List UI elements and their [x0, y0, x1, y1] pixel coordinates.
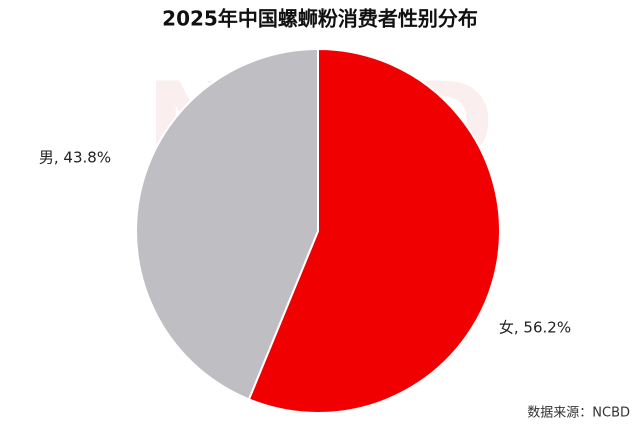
data-label: 女, 56.2% [499, 319, 571, 337]
source: 数据来源：NCBD [527, 406, 630, 421]
pie [135, 47, 501, 414]
data-label: 男, 43.8% [39, 149, 111, 167]
pie-slice [135, 47, 319, 401]
chart-title: 2025年中国螺蛳粉消费者性别分布 [162, 7, 478, 31]
pie-slice [247, 47, 501, 414]
